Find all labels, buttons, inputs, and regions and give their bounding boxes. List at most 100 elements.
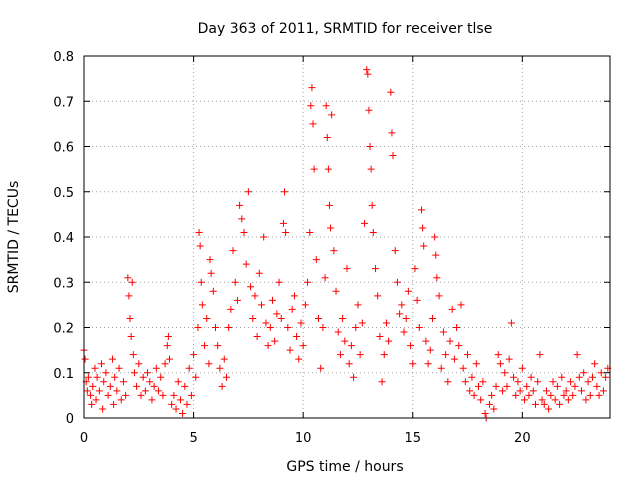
data-point bbox=[488, 391, 496, 399]
data-point bbox=[174, 378, 182, 386]
data-point bbox=[152, 364, 160, 372]
data-point bbox=[190, 351, 198, 359]
data-point bbox=[161, 360, 169, 368]
data-point bbox=[179, 409, 187, 417]
data-point bbox=[264, 342, 272, 350]
data-point bbox=[547, 391, 555, 399]
data-point bbox=[391, 247, 399, 255]
y-tick-label: 0.7 bbox=[53, 95, 74, 110]
data-point bbox=[218, 382, 226, 390]
data-point bbox=[435, 292, 443, 300]
data-point bbox=[448, 305, 456, 313]
data-point bbox=[81, 355, 89, 363]
data-point bbox=[242, 260, 250, 268]
axis-ticks: 0 0.1 0.2 0.3 0.4 0.5 0.6 0.7 0.8 0 5 10 15 20 bbox=[53, 50, 610, 446]
data-point bbox=[422, 337, 430, 345]
data-point bbox=[564, 396, 572, 404]
data-point bbox=[602, 373, 610, 381]
data-point bbox=[323, 133, 331, 141]
data-point bbox=[551, 396, 559, 404]
data-point bbox=[512, 391, 520, 399]
data-point bbox=[347, 342, 355, 350]
data-point bbox=[588, 373, 596, 381]
data-point bbox=[575, 373, 583, 381]
data-point bbox=[573, 351, 581, 359]
data-point bbox=[439, 328, 447, 336]
data-point bbox=[122, 391, 130, 399]
data-point bbox=[128, 278, 136, 286]
data-point bbox=[203, 314, 211, 322]
data-point bbox=[542, 387, 550, 395]
data-point bbox=[591, 360, 599, 368]
data-point bbox=[144, 369, 152, 377]
data-point bbox=[275, 278, 283, 286]
data-point bbox=[277, 314, 285, 322]
data-point bbox=[363, 66, 371, 74]
data-point bbox=[398, 301, 406, 309]
data-point bbox=[595, 391, 603, 399]
data-point bbox=[98, 360, 106, 368]
data-point bbox=[332, 287, 340, 295]
data-point bbox=[88, 400, 96, 408]
data-point bbox=[516, 387, 524, 395]
data-point bbox=[341, 337, 349, 345]
data-point bbox=[404, 287, 412, 295]
data-point bbox=[364, 70, 372, 78]
data-point bbox=[172, 405, 180, 413]
data-point bbox=[361, 219, 369, 227]
data-point bbox=[334, 328, 342, 336]
data-point bbox=[110, 400, 118, 408]
data-point bbox=[499, 387, 507, 395]
data-point bbox=[238, 215, 246, 223]
data-point bbox=[444, 378, 452, 386]
data-point bbox=[531, 400, 539, 408]
data-point bbox=[597, 369, 605, 377]
data-point bbox=[129, 351, 137, 359]
data-point bbox=[253, 333, 261, 341]
data-point bbox=[125, 292, 133, 300]
data-point bbox=[496, 360, 504, 368]
data-point bbox=[111, 373, 119, 381]
data-point bbox=[315, 314, 323, 322]
data-point bbox=[472, 360, 480, 368]
data-point bbox=[461, 378, 469, 386]
data-point bbox=[312, 256, 320, 264]
data-point bbox=[389, 152, 397, 160]
data-point bbox=[164, 333, 172, 341]
data-point bbox=[262, 319, 270, 327]
data-point bbox=[286, 346, 294, 354]
data-point bbox=[553, 382, 561, 390]
data-point bbox=[599, 387, 607, 395]
data-point bbox=[87, 391, 95, 399]
data-point bbox=[91, 364, 99, 372]
data-point bbox=[293, 333, 301, 341]
data-point bbox=[415, 324, 423, 331]
data-point bbox=[419, 224, 427, 232]
data-point bbox=[505, 355, 513, 363]
data-point bbox=[586, 391, 594, 399]
data-point bbox=[538, 396, 546, 404]
data-point bbox=[525, 391, 533, 399]
data-point bbox=[106, 382, 114, 390]
data-point bbox=[501, 369, 509, 377]
data-point bbox=[560, 391, 568, 399]
data-point bbox=[336, 351, 344, 359]
data-point bbox=[328, 111, 336, 119]
data-point bbox=[378, 378, 386, 386]
data-point bbox=[102, 369, 110, 377]
data-point bbox=[514, 378, 522, 386]
data-point bbox=[220, 355, 228, 363]
data-point bbox=[437, 364, 445, 372]
data-point bbox=[205, 360, 213, 368]
data-point bbox=[117, 396, 125, 404]
data-point bbox=[113, 387, 121, 395]
data-point bbox=[157, 373, 165, 381]
data-point bbox=[393, 278, 401, 286]
data-point bbox=[494, 351, 502, 359]
data-point bbox=[466, 387, 474, 395]
data-point bbox=[470, 391, 478, 399]
data-point bbox=[426, 346, 434, 354]
data-point bbox=[282, 228, 290, 236]
data-point bbox=[247, 283, 255, 291]
